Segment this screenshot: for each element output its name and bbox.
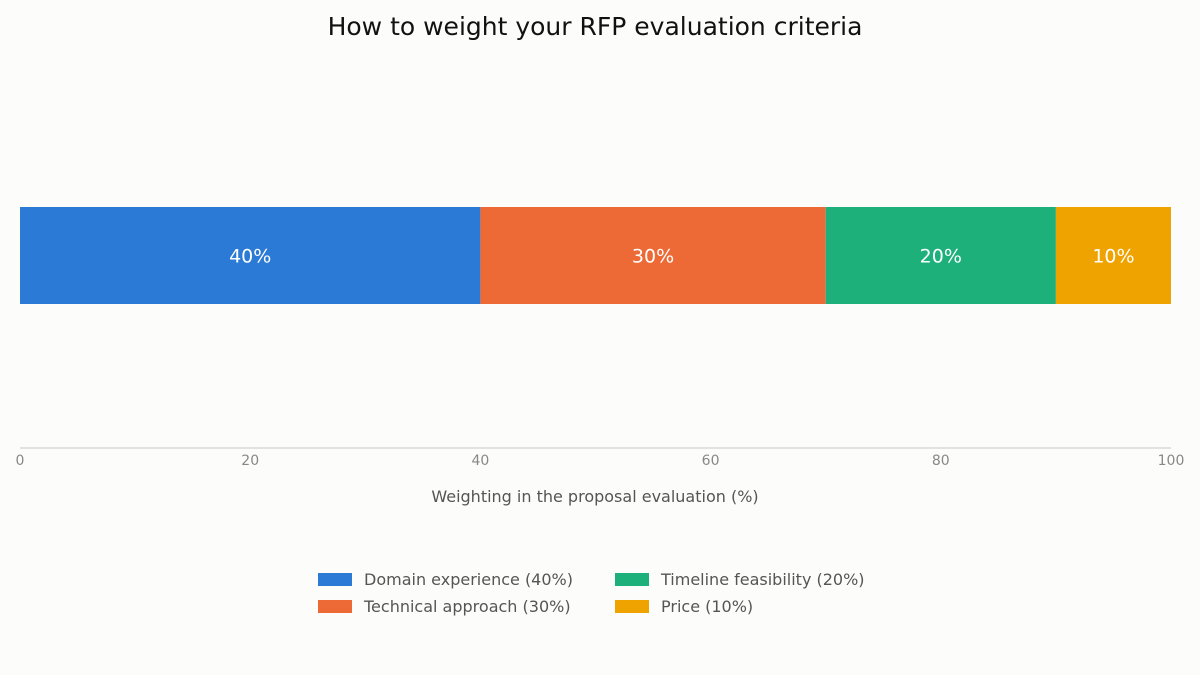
legend-swatch [615,573,649,586]
legend: Domain experience (40%) Technical approac… [318,570,865,616]
x-tick-label: 100 [1158,453,1185,469]
legend-swatch [318,573,352,586]
legend-swatch [615,600,649,613]
x-tick-label: 40 [471,453,489,469]
bar-segment [1055,207,1171,304]
x-axis-ticks: 0 20 40 60 80 100 [16,453,1185,469]
bar-value-label: 40% [229,246,271,268]
bar-segment [480,207,826,304]
bar-value-label: 30% [632,246,674,268]
bar-segment [20,207,481,304]
x-tick-label: 20 [241,453,259,469]
x-tick-label: 60 [702,453,720,469]
legend-label: Price (10%) [661,597,753,616]
x-tick-label: 0 [16,453,25,469]
legend-swatch [318,600,352,613]
bar-segments: 40% 30% 20% 10% [20,207,1171,304]
chart-title: How to weight your RFP evaluation criter… [328,12,863,41]
bar-segment [825,207,1056,304]
bar-value-label: 10% [1092,246,1134,268]
bar-value-label: 20% [920,246,962,268]
x-tick-label: 80 [932,453,950,469]
x-axis-title: Weighting in the proposal evaluation (%) [431,487,758,506]
legend-label: Technical approach (30%) [363,597,571,616]
legend-label: Timeline feasibility (20%) [660,570,865,589]
legend-label: Domain experience (40%) [364,570,573,589]
